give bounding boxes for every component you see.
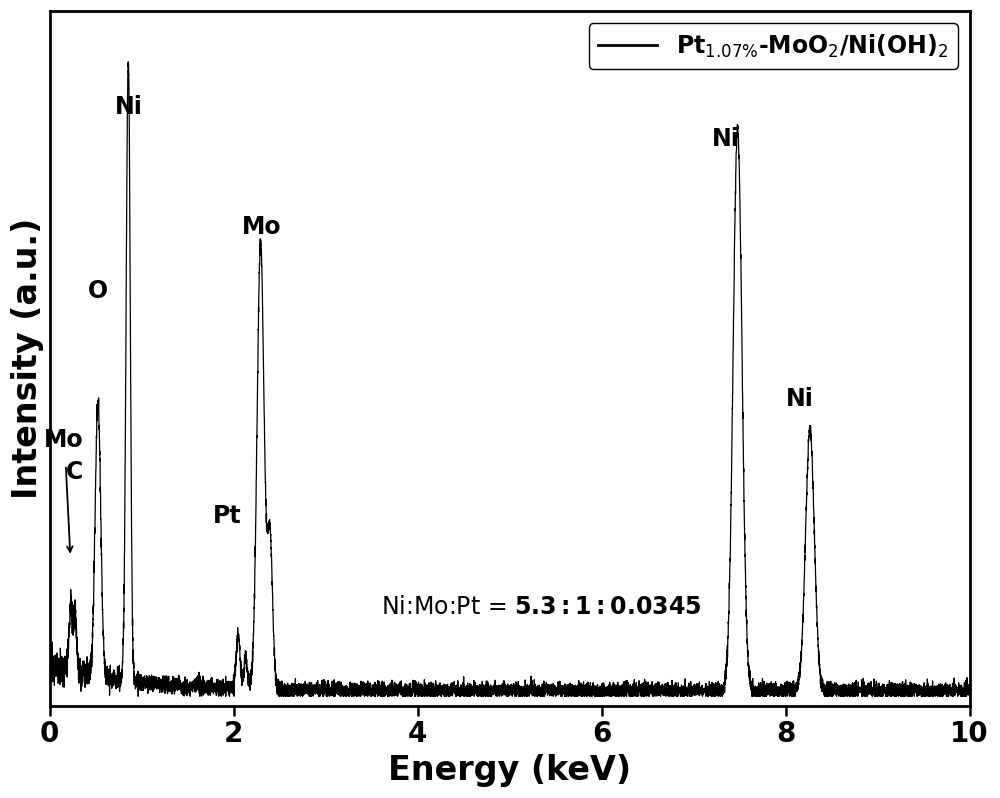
Text: Ni: Ni (712, 127, 740, 151)
Text: O: O (88, 279, 108, 303)
Text: Mo: Mo (44, 428, 84, 452)
Text: Mo: Mo (241, 215, 281, 239)
Text: Ni:Mo:Pt = $\mathbf{5.3:1:0.0345}$: Ni:Mo:Pt = $\mathbf{5.3:1:0.0345}$ (381, 595, 701, 619)
X-axis label: Energy (keV): Energy (keV) (388, 754, 631, 787)
Text: Ni: Ni (785, 387, 813, 411)
Text: C: C (66, 460, 84, 484)
Text: Pt: Pt (213, 504, 242, 528)
Legend: Pt$_{1.07\%}$-MoO$_2$/Ni(OH)$_2$: Pt$_{1.07\%}$-MoO$_2$/Ni(OH)$_2$ (589, 23, 958, 69)
Y-axis label: Intensity (a.u.): Intensity (a.u.) (11, 218, 44, 499)
Text: Ni: Ni (114, 95, 142, 119)
